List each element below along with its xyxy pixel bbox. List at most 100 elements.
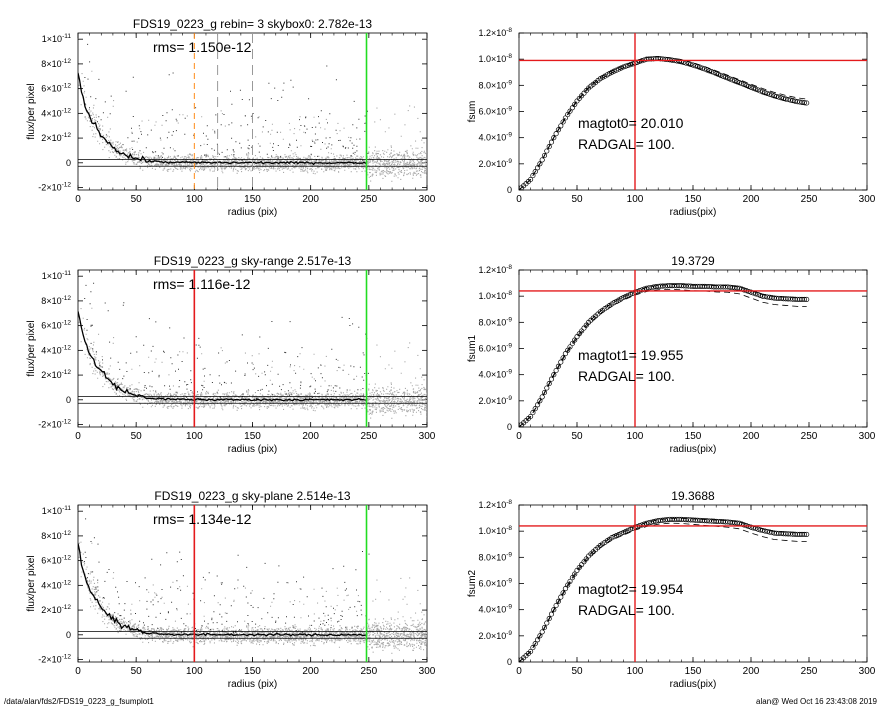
x-tick-label: 100 [186, 431, 203, 442]
x-tick-label: 250 [801, 194, 818, 205]
y-tick-label: 0 [507, 422, 512, 432]
y-tick-label: 8×10-12 [41, 58, 71, 69]
y-tick-label: 1.0×10-8 [478, 525, 512, 536]
y-tick-label: 4×10-12 [41, 107, 71, 118]
plot-frame [518, 32, 868, 191]
y-tick-label: 2.0×10-9 [478, 395, 512, 406]
y-tick-label: 1.2×10-8 [478, 264, 512, 275]
x-tick-label: 150 [244, 431, 261, 442]
y-axis-label: flux/per pixel [26, 555, 37, 611]
y-tick-label: 1×10-11 [42, 33, 72, 44]
x-tick-label: 250 [360, 194, 377, 205]
x-tick-label: 300 [419, 431, 436, 442]
y-tick-label: 8.0×10-9 [478, 79, 512, 90]
x-tick-label: 150 [244, 666, 261, 677]
rms-annotation: rms= 1.150e-12 [153, 39, 252, 55]
y-tick-label: 8×10-12 [41, 295, 71, 306]
x-tick-label: 150 [244, 194, 261, 205]
y-axis-label: flux/per pixel [26, 83, 37, 139]
x-tick-label: 50 [571, 431, 583, 442]
footer-timestamp: alan@ Wed Oct 16 23:43:08 2019 [756, 697, 877, 706]
x-tick-label: 200 [302, 431, 319, 442]
x-tick-label: 200 [743, 194, 760, 205]
x-axis-label: radius(pix) [670, 679, 717, 690]
y-tick-label: 8.0×10-9 [478, 551, 512, 562]
x-tick-label: 200 [743, 666, 760, 677]
plot-area [78, 282, 427, 419]
profile-line [78, 543, 367, 637]
x-tick-label: 250 [360, 666, 377, 677]
y-tick-label: 8×10-12 [41, 530, 71, 541]
x-tick-label: 50 [131, 666, 143, 677]
scatter-points [78, 307, 427, 419]
x-axis-label: radius (pix) [228, 444, 277, 455]
y-tick-label: 4.0×10-9 [478, 369, 512, 380]
fsum-markers [519, 516, 810, 662]
scatter-outliers [84, 518, 370, 636]
y-tick-label: 1×10-11 [42, 505, 72, 516]
y-tick-label: 4.0×10-9 [478, 132, 512, 143]
y-tick-label: 1.2×10-8 [478, 27, 512, 38]
radgal-annotation: RADGAL= 100. [578, 368, 675, 384]
scatter-points [78, 541, 427, 654]
y-tick-label: 6×10-12 [41, 555, 71, 566]
chart-title: 19.3688 [671, 489, 715, 503]
chart-panel-2: 0 50 100 150 200 250 300 0 2.0×10-9 4.0×10-9 6.0×1… [467, 27, 876, 218]
y-tick-label: 6.0×10-9 [478, 578, 512, 589]
x-tick-label: 200 [302, 194, 319, 205]
chart-panel-1: 0 50 100 150 200 250 300 1×10-11 8×10-12 6×10-12 4… [26, 17, 436, 218]
plot-area [78, 518, 427, 654]
fsum-markers [519, 55, 810, 190]
magtot-annotation: magtot1= 19.955 [578, 347, 684, 363]
y-axis-label: fsum1 [467, 334, 478, 362]
plot-area [519, 516, 810, 662]
radgal-annotation: RADGAL= 100. [578, 602, 675, 618]
y-axis-label: fsum [467, 101, 478, 123]
x-tick-label: 0 [75, 666, 81, 677]
chart-title: FDS19_0223_g sky-plane 2.514e-13 [154, 489, 350, 503]
y-tick-label: 0 [507, 657, 512, 667]
y-tick-label: 0 [507, 185, 512, 195]
x-tick-label: 50 [571, 194, 583, 205]
upper-band [519, 517, 807, 662]
y-tick-label: 1×10-11 [42, 270, 72, 281]
y-tick-label: 1.0×10-8 [478, 290, 512, 301]
x-tick-label: 300 [419, 666, 436, 677]
x-tick-label: 150 [685, 194, 702, 205]
x-tick-label: 0 [75, 194, 81, 205]
y-tick-label: 1.0×10-8 [478, 53, 512, 64]
chart-title: 19.3729 [671, 254, 715, 268]
x-axis-label: radius(pix) [670, 444, 717, 455]
chart-panel-5: 0 50 100 150 200 250 300 1×10-11 8×10-12 6×10-12 4… [26, 489, 436, 690]
fsum-markers [519, 283, 810, 427]
x-axis-label: radius(pix) [670, 207, 717, 218]
profile-line [78, 72, 367, 166]
x-tick-label: 50 [131, 194, 143, 205]
chart-panel-4: 0 50 100 150 200 250 300 0 2.0×10-9 4.0×10-9 6.0×1… [467, 254, 876, 455]
y-tick-label: 2×10-12 [41, 369, 71, 380]
y-tick-label: 0 [66, 395, 71, 405]
y-axis-label: fsum2 [467, 569, 478, 597]
footer-file-path: /data/alan/fds2/FDS19_0223_g_fsumplot1 [4, 697, 154, 706]
x-tick-label: 150 [685, 666, 702, 677]
x-tick-label: 0 [516, 431, 522, 442]
y-tick-label: 2.0×10-9 [478, 630, 512, 641]
x-tick-label: 250 [801, 431, 818, 442]
y-tick-label: -2×10-12 [38, 654, 71, 665]
y-tick-label: 6.0×10-9 [478, 106, 512, 117]
rms-annotation: rms= 1.116e-12 [153, 276, 251, 292]
magtot-annotation: magtot0= 20.010 [578, 115, 684, 131]
y-tick-label: 2×10-12 [41, 132, 71, 143]
y-tick-label: 4.0×10-9 [478, 604, 512, 615]
radgal-annotation: RADGAL= 100. [578, 136, 675, 152]
x-tick-label: 200 [743, 431, 760, 442]
x-tick-label: 50 [571, 666, 583, 677]
y-tick-label: 4×10-12 [41, 579, 71, 590]
y-tick-label: 0 [66, 158, 71, 168]
y-tick-label: 6.0×10-9 [478, 343, 512, 354]
y-axis-label: flux/per pixel [26, 320, 37, 376]
x-tick-label: 100 [627, 666, 644, 677]
plot-area [519, 283, 810, 427]
x-tick-label: 300 [859, 666, 876, 677]
